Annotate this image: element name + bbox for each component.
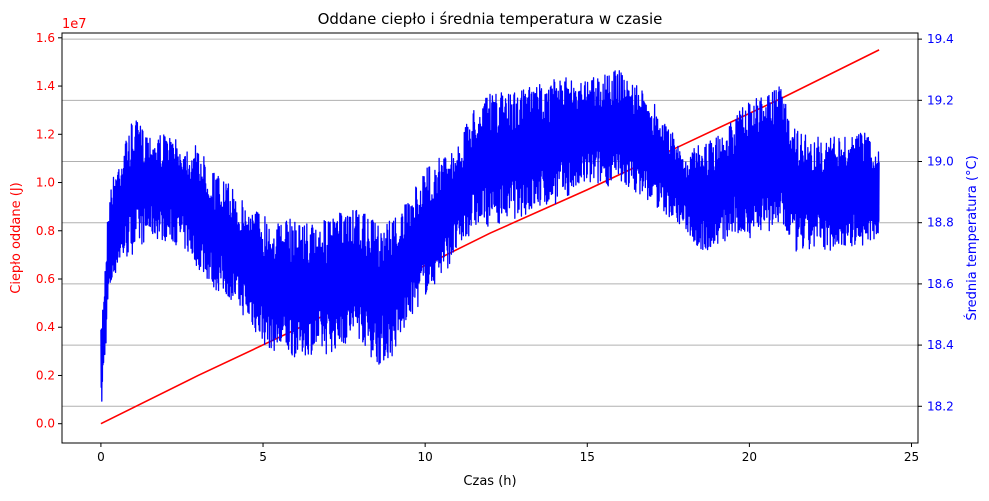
left-y-tick-label: 0.2 — [36, 368, 55, 382]
x-tick-label: 15 — [580, 450, 595, 464]
right-y-tick-label: 18.2 — [927, 399, 954, 413]
right-y-tick-label: 19.4 — [927, 32, 954, 46]
left-y-tick-label: 0.0 — [36, 417, 55, 431]
right-y-tick-label: 18.6 — [927, 277, 954, 291]
x-tick-label: 5 — [259, 450, 267, 464]
x-tick-label: 0 — [97, 450, 105, 464]
x-axis-label: Czas (h) — [463, 474, 516, 489]
x-tick-label: 10 — [418, 450, 433, 464]
x-tick-label: 25 — [904, 450, 919, 464]
x-tick-label: 20 — [742, 450, 757, 464]
left-y-axis-label: Ciepło oddane (J) — [9, 182, 24, 294]
left-y-tick-label: 0.8 — [36, 224, 55, 238]
plot-frame — [61, 32, 919, 444]
right-y-tick-label: 19.0 — [927, 155, 954, 169]
x-axis: 0 5 10 15 20 25 — [97, 443, 919, 464]
left-y-tick-label: 0.6 — [36, 272, 55, 286]
left-y-tick-label: 1.4 — [36, 79, 55, 93]
left-y-tick-label: 1.2 — [36, 127, 55, 141]
right-y-tick-label: 18.8 — [927, 216, 954, 230]
right-y-tick-label: 19.2 — [927, 93, 954, 107]
left-y-tick-label: 0.4 — [36, 320, 55, 334]
series-layer — [100, 49, 880, 425]
left-y-axis: 0.0 0.2 0.4 0.6 0.8 1.0 1.2 1.4 1.6 — [36, 31, 62, 431]
series-line-temperature — [100, 70, 880, 402]
right-y-axis-label: Średnia temperatura (°C) — [964, 155, 980, 320]
left-y-tick-label: 1.0 — [36, 176, 55, 190]
chart-title: Oddane ciepło i średnia temperatura w cz… — [318, 10, 663, 28]
left-axis-offset-text: 1e7 — [62, 17, 87, 32]
right-y-tick-label: 18.4 — [927, 338, 954, 352]
right-y-axis: 18.2 18.4 18.6 18.8 19.0 19.2 19.4 — [918, 32, 954, 413]
left-y-tick-label: 1.6 — [36, 31, 55, 45]
